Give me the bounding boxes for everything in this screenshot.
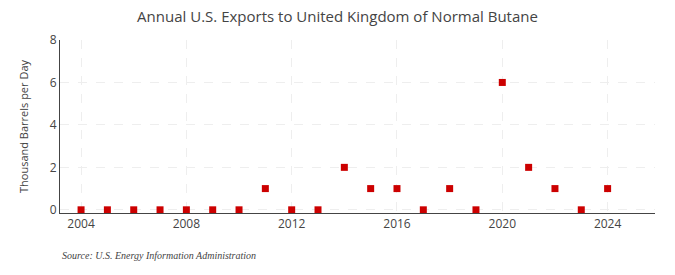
svg-text:2004: 2004 [67,215,95,232]
svg-text:2024: 2024 [594,215,622,232]
svg-text:2012: 2012 [278,215,306,232]
svg-text:2020: 2020 [489,215,517,232]
svg-text:2008: 2008 [173,215,201,232]
svg-text:Thousand Barrels per Day: Thousand Barrels per Day [16,60,31,193]
svg-text:2016: 2016 [383,215,411,232]
svg-text:4: 4 [50,116,57,133]
svg-text:Source: U.S. Energy Informatio: Source: U.S. Energy Information Administ… [62,250,256,261]
svg-text:6: 6 [50,74,57,91]
svg-text:8: 8 [50,31,57,48]
svg-text:Annual U.S. Exports to United: Annual U.S. Exports to United Kingdom of… [137,6,538,26]
svg-text:2: 2 [50,159,57,176]
svg-text:0: 0 [50,201,57,218]
